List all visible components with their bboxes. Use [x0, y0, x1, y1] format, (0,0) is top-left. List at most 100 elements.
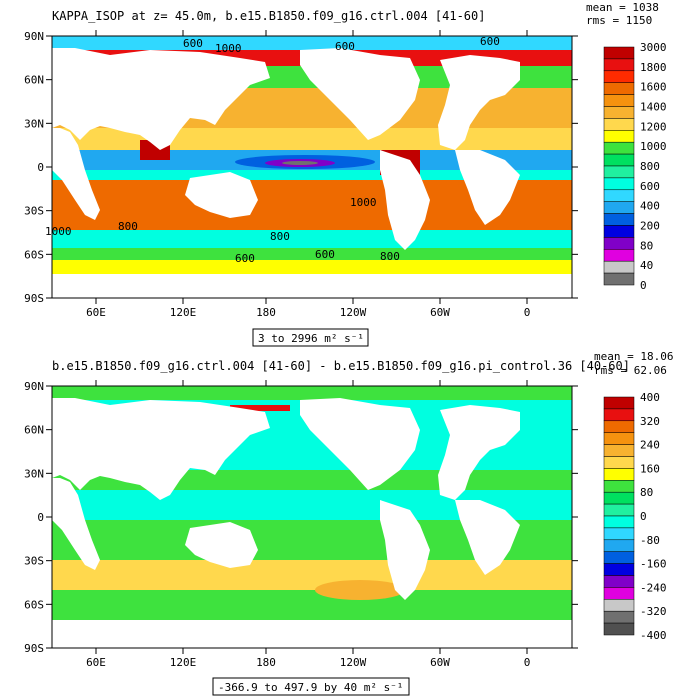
colorbar-swatch: [603, 260, 635, 274]
colorbar-swatch: [603, 396, 635, 410]
panel-2-rms: rms = 62.06: [594, 364, 667, 377]
y-tick-label: 0: [37, 511, 44, 524]
colorbar-swatch: [603, 491, 635, 505]
colorbar-label: 400: [640, 391, 660, 404]
panel-2-colorbar: 400 320 240 160 80 0 -80 -160 -240 -320 -400: [603, 391, 667, 642]
panel-1-mean: mean = 1038: [586, 1, 659, 14]
x-tick-label: 60E: [86, 306, 106, 319]
panel-1-range: 3 to 2996 m² s⁻¹: [258, 332, 364, 345]
panel-1-rms: rms = 1150: [586, 14, 652, 27]
panel-2-axes: 90N 60N 30N 0 30S 60S 90S 60E 120E 180 120W 60W 0: [24, 380, 578, 669]
y-tick-label: 0: [37, 161, 44, 174]
contour-label: 800: [270, 230, 290, 243]
colorbar-swatch: [603, 444, 635, 457]
colorbar-label: 1800: [640, 61, 667, 74]
y-tick-label: 90N: [24, 30, 44, 43]
colorbar-swatch: [603, 480, 635, 493]
colorbar-swatch: [603, 420, 635, 433]
colorbar-swatch: [603, 130, 635, 143]
colorbar-swatch: [603, 177, 635, 191]
colorbar-label: 160: [640, 462, 660, 475]
x-tick-label: 180: [256, 656, 276, 669]
colorbar-swatch: [603, 432, 635, 445]
colorbar-swatch: [603, 165, 635, 179]
panel-2-range-box: -366.9 to 497.9 by 40 m² s⁻¹: [212, 677, 410, 696]
colorbar-swatch: [603, 575, 635, 588]
colorbar-swatch: [603, 527, 635, 541]
contour-label: 600: [480, 35, 500, 48]
contour-label: 1000: [350, 196, 377, 209]
colorbar-swatch: [603, 563, 635, 576]
colorbar-swatch: [603, 468, 635, 481]
colorbar-label: 320: [640, 415, 660, 428]
panel-2-range: -366.9 to 497.9 by 40 m² s⁻¹: [218, 681, 403, 694]
contour-label: 1000: [45, 225, 72, 238]
colorbar-swatch: [603, 118, 635, 131]
colorbar-label: -400: [640, 629, 667, 642]
contour-label: 800: [118, 220, 138, 233]
panel-2-mean: mean = 18.06: [594, 350, 673, 363]
colorbar-label: 200: [640, 220, 660, 233]
colorbar-swatch: [603, 94, 635, 107]
y-tick-label: 60S: [24, 248, 44, 261]
panel-2-title: b.e15.B1850.f09_g16.ctrl.004 [41-60] - b…: [52, 359, 630, 373]
panel-2-land: [52, 398, 572, 648]
colorbar-swatch: [603, 46, 635, 60]
colorbar-swatch: [603, 622, 635, 636]
colorbar-label: 1400: [640, 101, 667, 114]
colorbar-label: -80: [640, 534, 660, 547]
colorbar-label: 600: [640, 180, 660, 193]
panel-1-range-box: 3 to 2996 m² s⁻¹: [252, 328, 369, 347]
x-tick-label: 0: [524, 656, 531, 669]
x-tick-label: 60E: [86, 656, 106, 669]
colorbar-swatch: [603, 141, 635, 155]
contour-label: 600: [315, 248, 335, 261]
y-tick-label: 60S: [24, 598, 44, 611]
colorbar-label: 40: [640, 259, 653, 272]
colorbar-label: 80: [640, 486, 653, 499]
y-tick-label: 60N: [24, 74, 44, 87]
colorbar-label: 3000: [640, 41, 667, 54]
contour-label: 600: [335, 40, 355, 53]
y-tick-label: 90S: [24, 642, 44, 655]
colorbar-swatch: [603, 82, 635, 95]
colorbar-swatch: [603, 201, 635, 214]
colorbar-swatch: [603, 189, 635, 202]
colorbar-swatch: [603, 599, 635, 612]
colorbar-label: -320: [640, 605, 667, 618]
panel-1-colorbar: 3000180016001400120010008006004002008040…: [603, 41, 667, 292]
colorbar-label: -240: [640, 581, 667, 594]
colorbar-swatch: [603, 153, 635, 167]
y-tick-label: 60N: [24, 424, 44, 437]
colorbar-swatch: [603, 70, 635, 83]
contour-label: 600: [183, 37, 203, 50]
panel-1-map: 600 600 1000 600 1000 800 800 600 600 80…: [45, 35, 573, 299]
panel-1: KAPPA_ISOP at z= 45.0m, b.e15.B1850.f09_…: [24, 1, 667, 347]
contour-label: 600: [235, 252, 255, 265]
colorbar-label: 400: [640, 200, 660, 213]
colorbar-swatch: [603, 272, 635, 286]
y-tick-label: 30S: [24, 205, 44, 218]
contour-label: 800: [380, 250, 400, 263]
colorbar-label: 0: [640, 510, 647, 523]
colorbar-swatch: [603, 587, 635, 600]
colorbar-label: 0: [640, 279, 647, 292]
panel-1-axes: 90N 60N 30N 0 30S 60S 90S 60E 120E 180 120W 60W 0: [24, 30, 578, 319]
colorbar-swatch: [603, 106, 635, 119]
colorbar-label: 80: [640, 239, 653, 252]
colorbar-label: -160: [640, 558, 667, 571]
colorbar-swatch: [603, 58, 635, 72]
colorbar-swatch: [603, 503, 635, 517]
y-tick-label: 30N: [24, 117, 44, 130]
colorbar-swatch: [603, 237, 635, 250]
x-tick-label: 60W: [430, 306, 450, 319]
x-tick-label: 120E: [170, 306, 197, 319]
panel-1-title: KAPPA_ISOP at z= 45.0m, b.e15.B1850.f09_…: [52, 9, 485, 23]
panel-2-map: [51, 385, 573, 649]
colorbar-swatch: [603, 249, 635, 262]
colorbar-swatch: [603, 408, 635, 422]
colorbar-label: 1600: [640, 81, 667, 94]
y-tick-label: 30N: [24, 467, 44, 480]
colorbar-label: 1200: [640, 120, 667, 133]
